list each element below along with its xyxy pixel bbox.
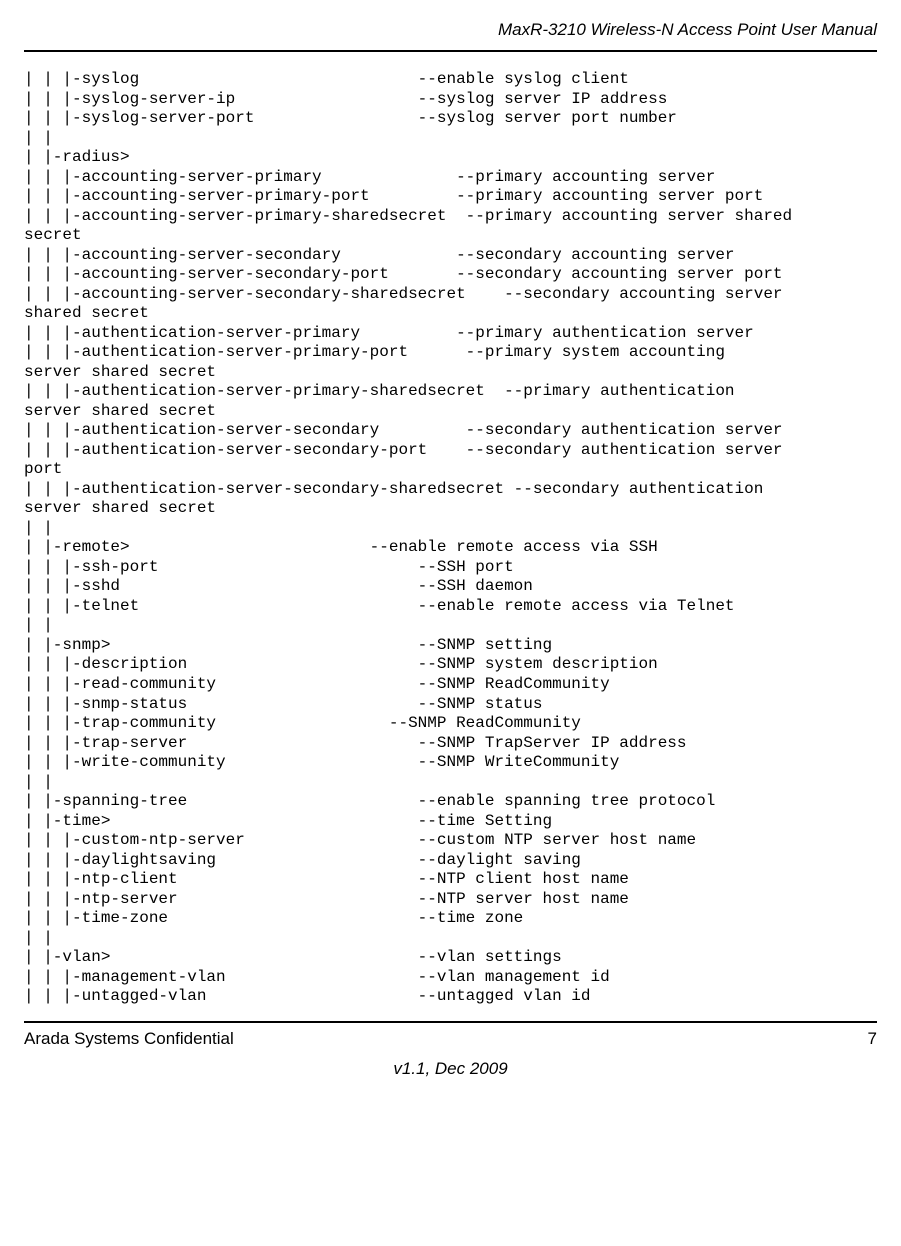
cli-tree-content: | | |-syslog --enable syslog client | | … [24,70,877,1007]
document-header: MaxR-3210 Wireless-N Access Point User M… [24,20,877,52]
footer-version: v1.1, Dec 2009 [24,1059,877,1079]
footer-confidential: Arada Systems Confidential [24,1029,234,1049]
document-footer: Arada Systems Confidential 7 v1.1, Dec 2… [24,1021,877,1079]
page-container: MaxR-3210 Wireless-N Access Point User M… [0,0,901,1099]
document-title: MaxR-3210 Wireless-N Access Point User M… [498,20,877,39]
footer-page-number: 7 [868,1029,877,1049]
footer-row: Arada Systems Confidential 7 [24,1029,877,1049]
